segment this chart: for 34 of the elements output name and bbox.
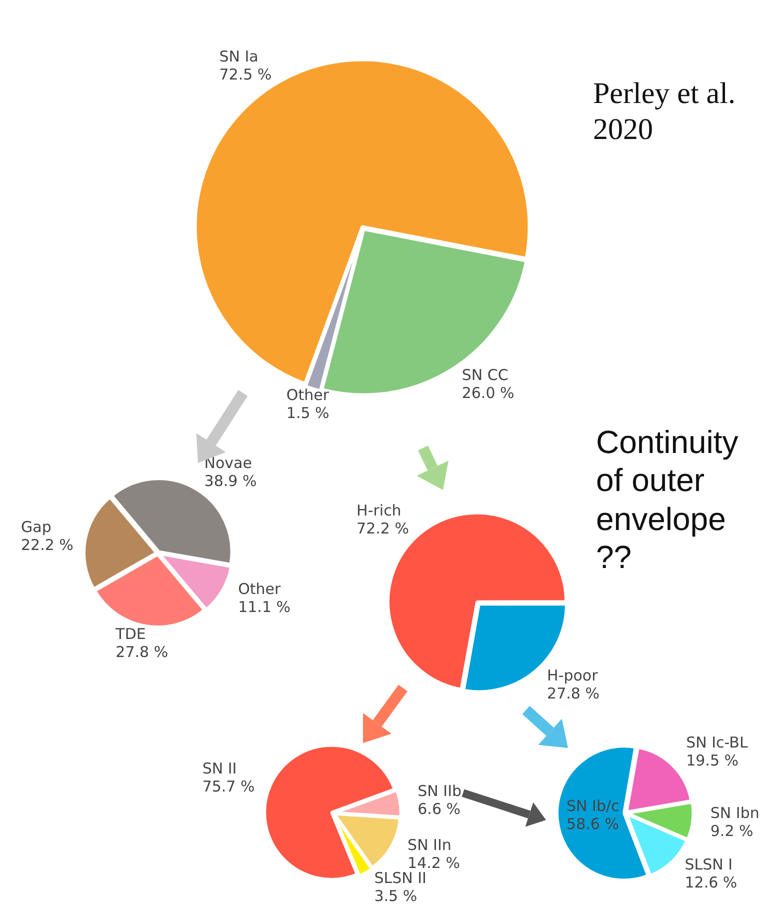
slice-label: Novae [204,454,252,472]
slice-label: Other [286,386,330,404]
slice-label: SN IIb [418,782,462,800]
data-label: 19.5 % [686,752,739,770]
slice-label: TDE [114,624,146,643]
slice-label: SN II [202,759,237,778]
data-label: 6.6 % [418,800,461,818]
data-label: 58.6 % [566,815,619,834]
slice-label: H-poor [547,666,599,684]
slice-label: SN Ib/c [566,797,620,816]
data-label: 75.7 % [202,777,255,796]
slice-label: Other [238,580,282,598]
data-label: 9.2 % [710,822,754,840]
slice-label: Gap [21,518,52,536]
data-label: 12.6 % [684,874,738,892]
slice-label: SN CC [462,366,508,384]
data-label: 38.9 % [204,472,257,490]
slice-label: SN Ic-BL [686,734,748,752]
text: Perley et al. 2020 [593,76,736,148]
data-label: 26.0 % [462,384,514,402]
slice-label: H-rich [356,501,402,520]
data-label: 3.5 % [374,886,418,905]
slice-label: SN IIn [408,836,452,854]
data-label: 22.2 % [21,536,74,554]
data-label: 1.5 % [286,404,330,422]
slice-label: SN Ibn [710,804,760,822]
slice-label: SN Ia [219,47,258,66]
data-label: 27.8 % [547,684,600,702]
text: Continuity of outer envelope ?? [596,423,740,577]
data-label: 72.5 % [219,65,272,84]
data-label: 11.1 % [238,598,291,616]
data-label: 72.2 % [356,519,409,538]
data-label: 27.8 % [116,642,168,661]
slice-label: SLSN I [684,856,733,874]
